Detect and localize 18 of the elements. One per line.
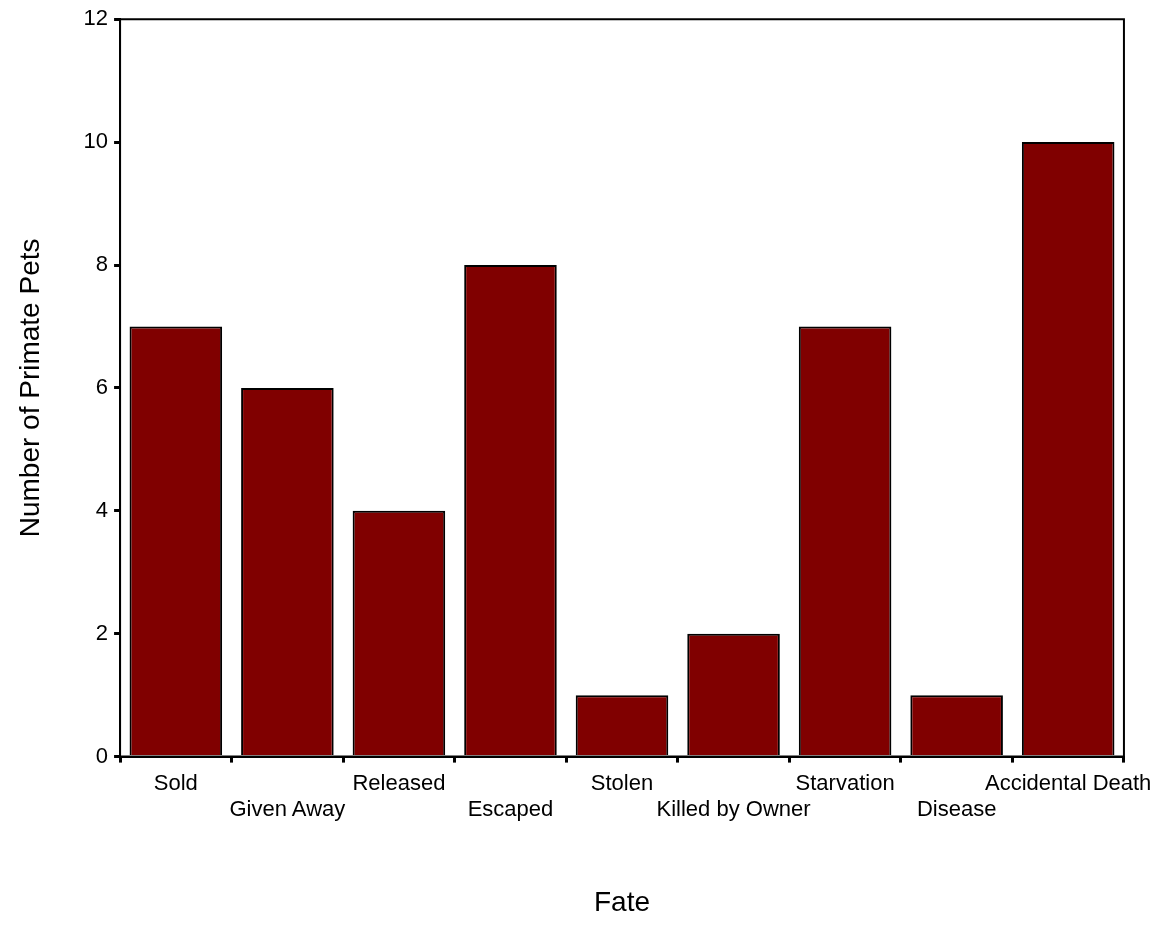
y-axis-title: Number of Primate Pets — [13, 238, 45, 538]
x-tick-label: Accidental Death — [985, 769, 1152, 795]
y-tick-label: 4 — [95, 496, 109, 522]
y-tick-label: 0 — [95, 742, 109, 768]
x-tick-label: Stolen — [590, 769, 654, 795]
x-tick-label: Killed by Owner — [656, 796, 811, 822]
x-axis-title: Fate — [593, 885, 651, 917]
x-tick-label: Released — [352, 769, 446, 795]
x-tick-label: Escaped — [467, 796, 554, 822]
y-tick-label: 10 — [83, 128, 109, 154]
x-tick-label: Given Away — [229, 796, 346, 822]
x-tick-label: Sold — [153, 769, 198, 795]
y-tick-label: 12 — [83, 5, 109, 31]
y-tick-label: 6 — [95, 373, 109, 399]
x-tick-label: Disease — [916, 796, 997, 822]
x-tick-label: Starvation — [795, 769, 895, 795]
y-tick-label: 8 — [95, 251, 109, 277]
y-tick-label: 2 — [95, 619, 109, 645]
